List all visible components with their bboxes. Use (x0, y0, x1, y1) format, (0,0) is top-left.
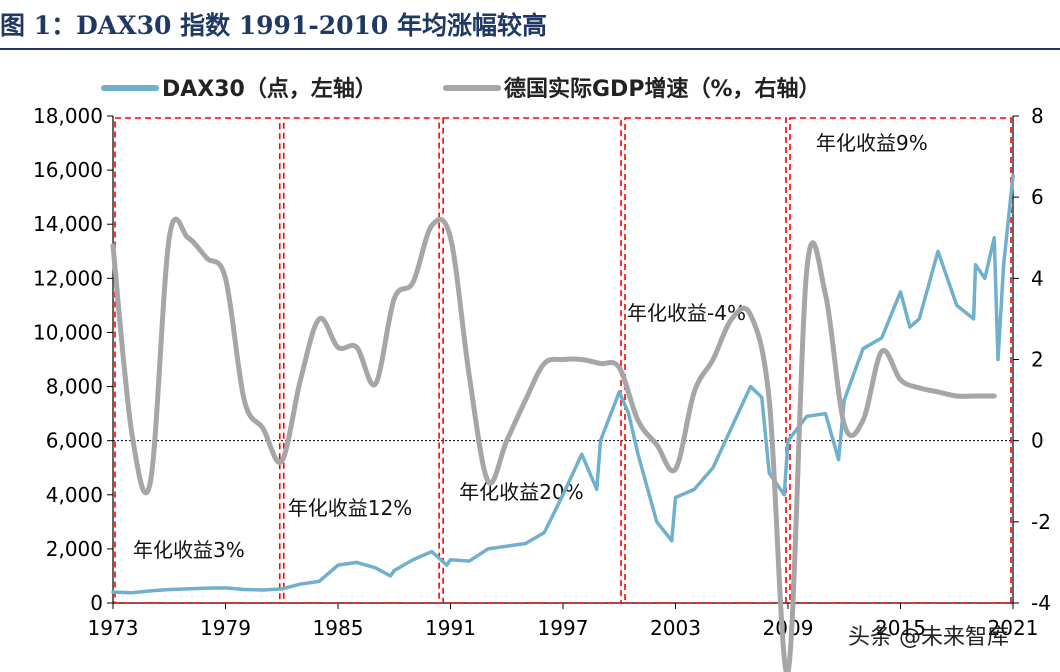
left-axis-tick-label: 12,000 (33, 266, 103, 290)
return-region-box (442, 117, 622, 604)
left-axis-tick-label: 18,000 (33, 104, 103, 128)
series-group (110, 173, 1015, 672)
left-axis-tick-label: 4,000 (46, 483, 103, 507)
x-axis-tick-label: 2021 (988, 616, 1039, 640)
return-region-label: 年化收益12% (288, 496, 412, 520)
dax30-line (111, 173, 1015, 595)
title-rule (0, 48, 1060, 50)
legend-group: DAX30（点，左轴） 德国实际GDP增速（%，右轴） (101, 76, 821, 102)
return-region-box (624, 117, 787, 604)
x-axis-tick-label: 1979 (200, 616, 251, 640)
legend-label: 德国实际GDP增速（%，右轴） (504, 76, 821, 102)
return-region-label: 年化收益-4% (627, 301, 746, 325)
x-axis-tick-label: 1991 (425, 616, 476, 640)
legend-label: DAX30（点，左轴） (162, 76, 377, 102)
right-axis-tick-label: -4 (1031, 591, 1051, 615)
left-axis-tick-label: 0 (90, 591, 103, 615)
right-axis-tick-label: 4 (1031, 266, 1044, 290)
x-axis-tick-label: 2009 (763, 616, 814, 640)
regions-group: 年化收益3%年化收益12%年化收益20%年化收益-4%年化收益9% (114, 117, 1012, 604)
right-axis-tick-label: 8 (1031, 104, 1044, 128)
x-axis-tick-label: 1985 (313, 616, 364, 640)
x-axis-tick-label: 1997 (538, 616, 589, 640)
right-axis-tick-label: 0 (1031, 429, 1044, 453)
left-axis-tick-label: 14,000 (33, 212, 103, 236)
watermark-text: 头条 @未来智库 (848, 625, 1009, 650)
return-region-label: 年化收益9% (816, 131, 928, 155)
left-axis-tick-label: 8,000 (46, 375, 103, 399)
axes-group: 0 2,000 4,000 6,000 8,000 10,000 12,000 14,000 1… (33, 104, 1051, 640)
x-axis-tick-label: 2015 (875, 616, 926, 640)
x-axis-tick-label: 1973 (88, 616, 139, 640)
return-region-box (789, 117, 1012, 604)
left-axis-tick-label: 10,000 (33, 320, 103, 344)
return-region-label: 年化收益3% (133, 538, 245, 562)
right-axis-tick-label: -2 (1031, 510, 1051, 534)
right-axis-tick-label: 6 (1031, 185, 1044, 209)
left-axis-tick-label: 16,000 (33, 158, 103, 182)
left-axis-tick-label: 6,000 (46, 429, 103, 453)
gdp-growth-line (110, 216, 997, 672)
left-axis-tick-label: 2,000 (46, 537, 103, 561)
right-axis-tick-label: 2 (1031, 348, 1044, 372)
return-region-box (114, 117, 281, 604)
figure-title: 图 1：DAX30 指数 1991-2010 年均涨幅较高 (0, 11, 548, 40)
x-axis-tick-label: 2003 (650, 616, 701, 640)
